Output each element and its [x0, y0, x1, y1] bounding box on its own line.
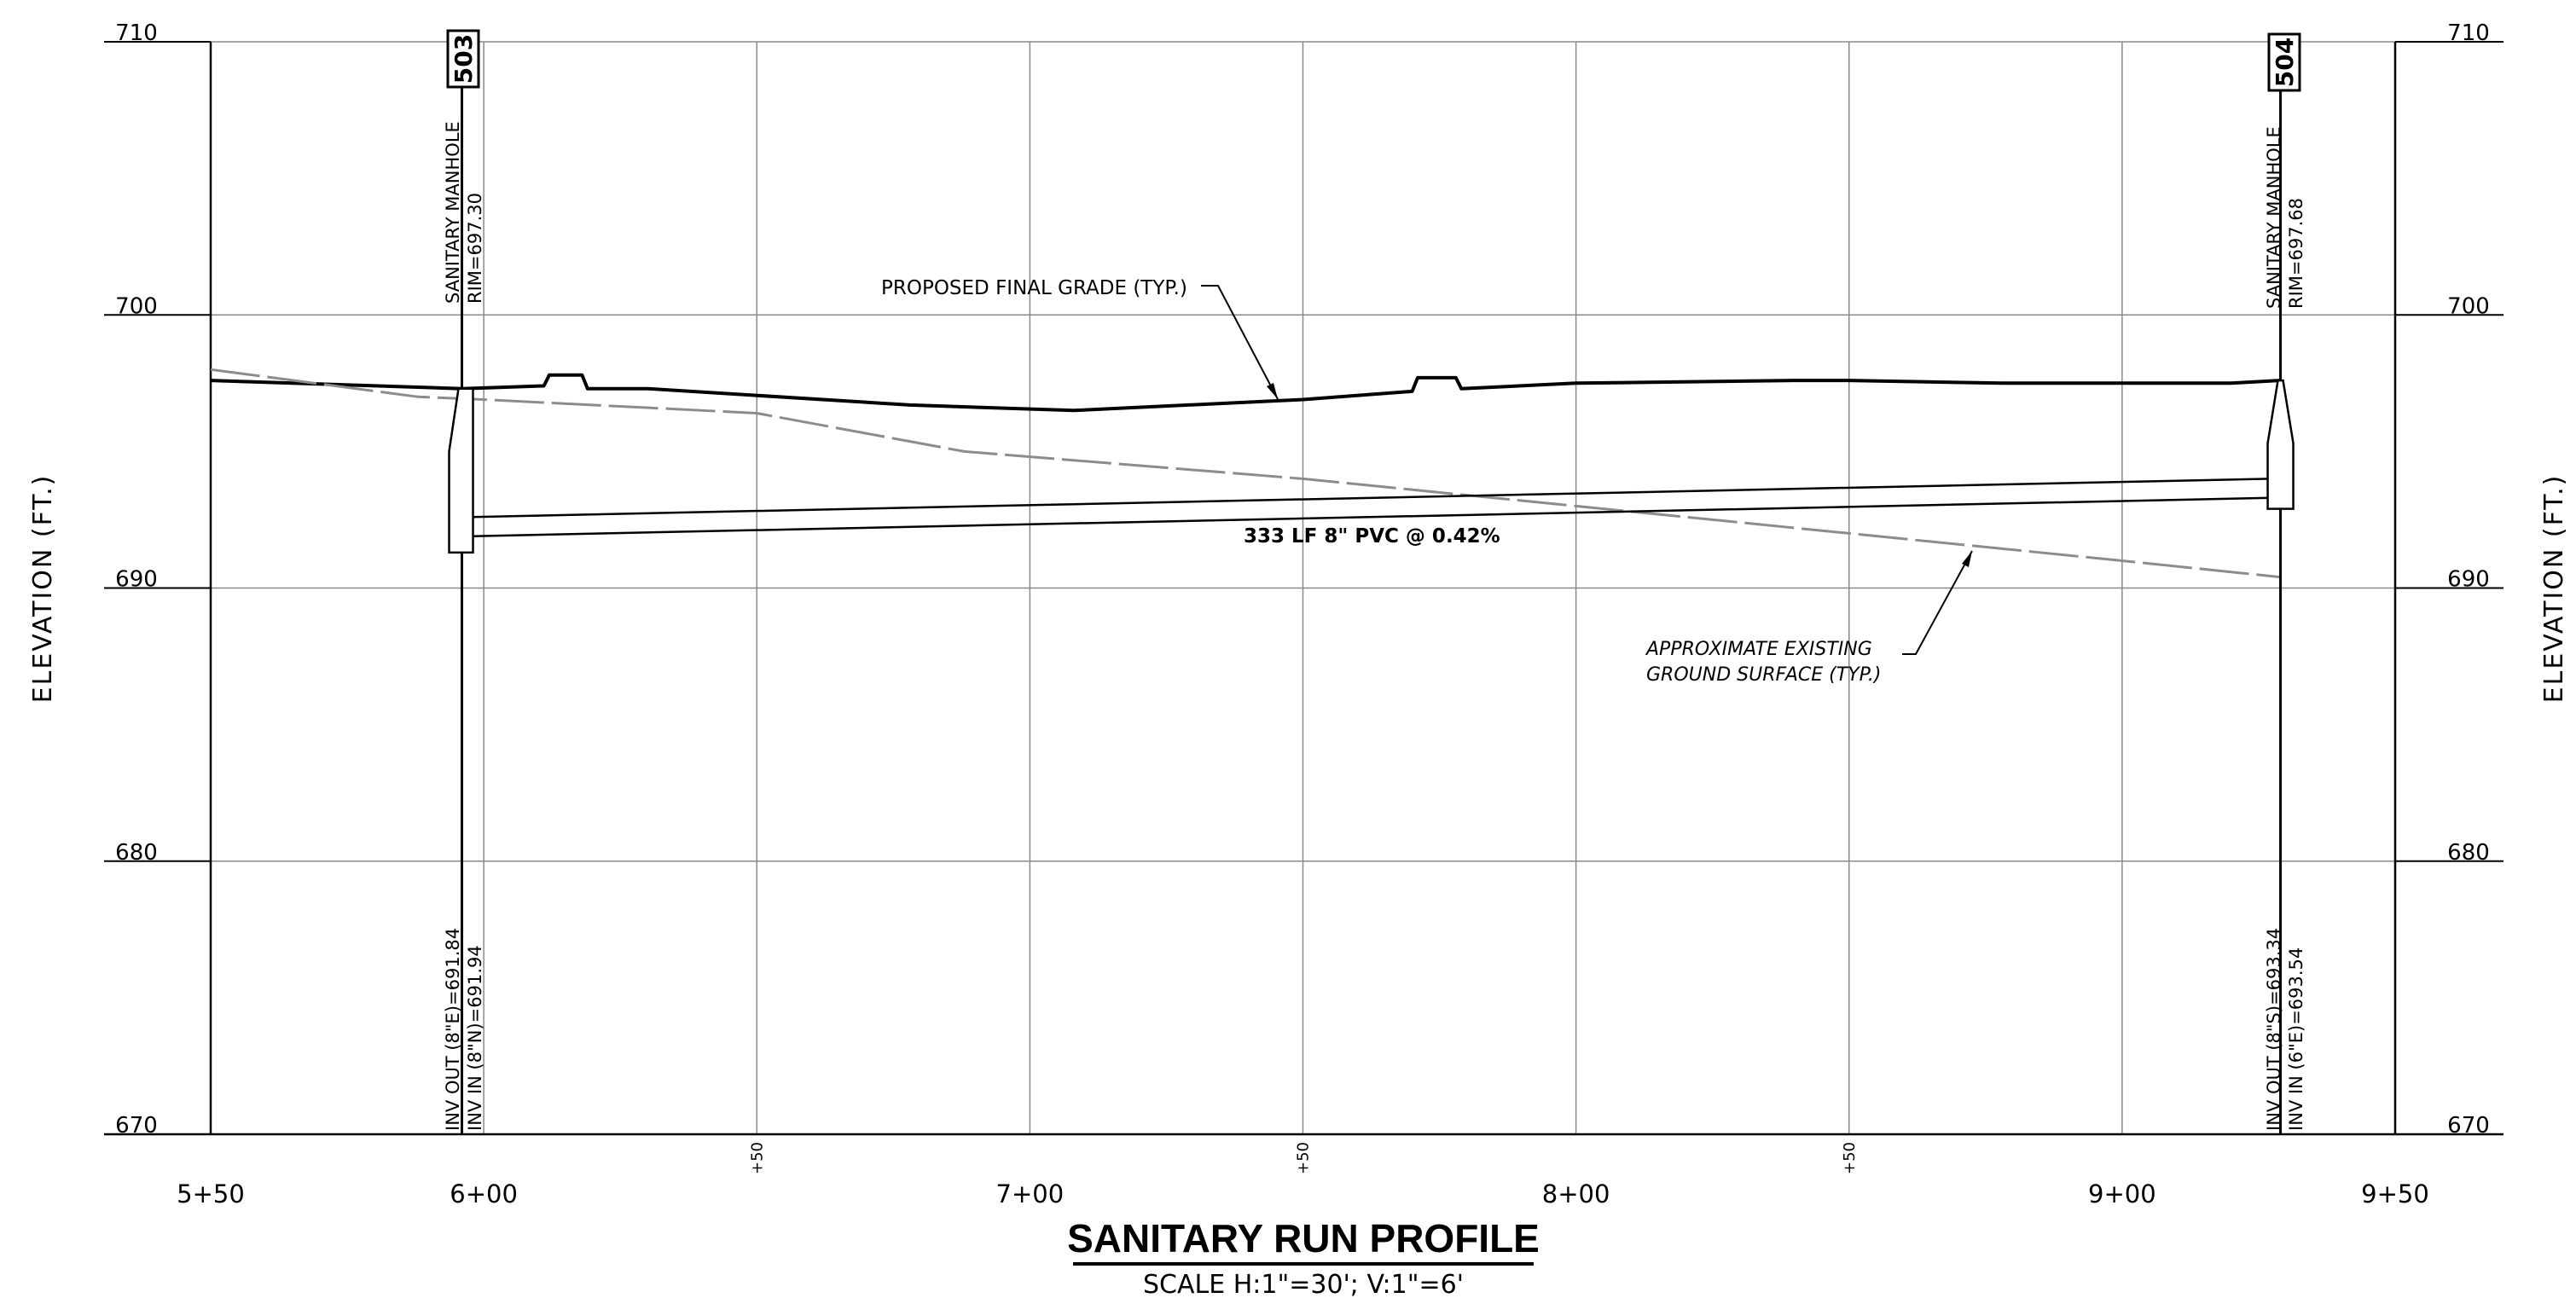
elevation-tick-label-right: 700 [2447, 293, 2490, 319]
station-label: 8+00 [1542, 1179, 1610, 1208]
existing-label-line-1: APPROXIMATE EXISTING [1645, 639, 1872, 660]
pipe-invert-line [473, 496, 2270, 537]
elevation-tick-label-right: 680 [2447, 840, 2490, 866]
manhole-503-id: 503 [450, 34, 478, 84]
manhole-503-body [448, 387, 474, 554]
elevation-tick-label-right: 690 [2447, 567, 2490, 593]
manhole-504-inv-in: INV IN (6"E)=693.54 [2286, 947, 2306, 1131]
title-block: SANITARY RUN PROFILE SCALE H:1"=30'; V:1… [1067, 1216, 1540, 1298]
half-station-label: +50 [1841, 1142, 1859, 1174]
elevation-tick-label-left: 680 [115, 840, 158, 866]
half-station-label: +50 [1295, 1142, 1313, 1174]
manhole-503-inv-out: INV OUT (8"E)=691.84 [443, 928, 463, 1131]
manhole-503-tag [446, 29, 480, 89]
manhole-504-id: 504 [2271, 38, 2299, 87]
manhole-504-tag [2267, 32, 2301, 92]
drawing-scale: SCALE H:1"=30'; V:1"=6' [1143, 1270, 1464, 1298]
manhole-503-rim: RIM=697.30 [465, 193, 485, 304]
station-label: 5+50 [177, 1179, 245, 1208]
profile-frame [104, 41, 2503, 1136]
manhole-504-rim: RIM=697.68 [2286, 198, 2306, 309]
manhole-504-inv-out: INV OUT (8"S)=693.34 [2264, 928, 2284, 1131]
grade-callout: PROPOSED FINAL GRADE (TYP.) [881, 277, 1279, 400]
elevation-tick-label-right: 670 [2447, 1113, 2490, 1139]
elevation-tick-label-left: 710 [115, 20, 158, 46]
station-label: 7+00 [996, 1179, 1065, 1208]
station-label: 9+50 [2361, 1179, 2429, 1208]
existing-arrowhead [1962, 551, 1972, 567]
manhole-503-name: SANITARY MANHOLE [443, 121, 463, 304]
proposed-grade-line [210, 373, 2281, 413]
grade-label: PROPOSED FINAL GRADE (TYP.) [881, 277, 1187, 299]
grade-leader [1201, 285, 1279, 400]
manhole-503-inv-in: INV IN (8"N)=691.94 [465, 945, 485, 1131]
manhole-503: 503 SANITARY MANHOLE RIM=697.30 INV OUT … [443, 29, 485, 1131]
profile-series [210, 368, 2281, 579]
existing-ground-line [210, 368, 2281, 579]
station-label: 6+00 [450, 1179, 518, 1208]
grade-arrowhead [1267, 383, 1278, 399]
manhole-504: 504 SANITARY MANHOLE RIM=697.68 INV OUT … [2264, 32, 2306, 1131]
pipe-label: 333 LF 8" PVC @ 0.42% [1244, 525, 1500, 548]
manhole-504-body [2266, 379, 2295, 510]
existing-callout: APPROXIMATE EXISTING GROUND SURFACE (TYP… [1645, 550, 1973, 686]
half-station-label: +50 [748, 1142, 766, 1174]
elevation-tick-label-left: 670 [115, 1113, 158, 1139]
existing-leader [1902, 550, 1973, 655]
axis-labels: 710 710 700 700 690 690 680 680 670 670 5+50 6+00 7+… [115, 20, 2490, 1208]
manhole-structures [448, 42, 2295, 1134]
drawing-title: SANITARY RUN PROFILE [1067, 1216, 1540, 1260]
elevation-tick-label-left: 690 [115, 567, 158, 593]
grid-lines [104, 41, 2503, 1135]
pipe-crown-line [473, 478, 2270, 519]
elevation-label-left: ELEVATION (FT.) [28, 474, 58, 704]
existing-label-line-2: GROUND SURFACE (TYP.) [1646, 664, 1881, 686]
elevation-tick-label-left: 700 [115, 293, 158, 319]
elevation-label-right: ELEVATION (FT.) [2539, 474, 2569, 704]
manhole-504-name: SANITARY MANHOLE [2264, 126, 2284, 309]
station-label: 9+00 [2088, 1179, 2156, 1208]
elevation-tick-label-right: 710 [2447, 20, 2490, 46]
